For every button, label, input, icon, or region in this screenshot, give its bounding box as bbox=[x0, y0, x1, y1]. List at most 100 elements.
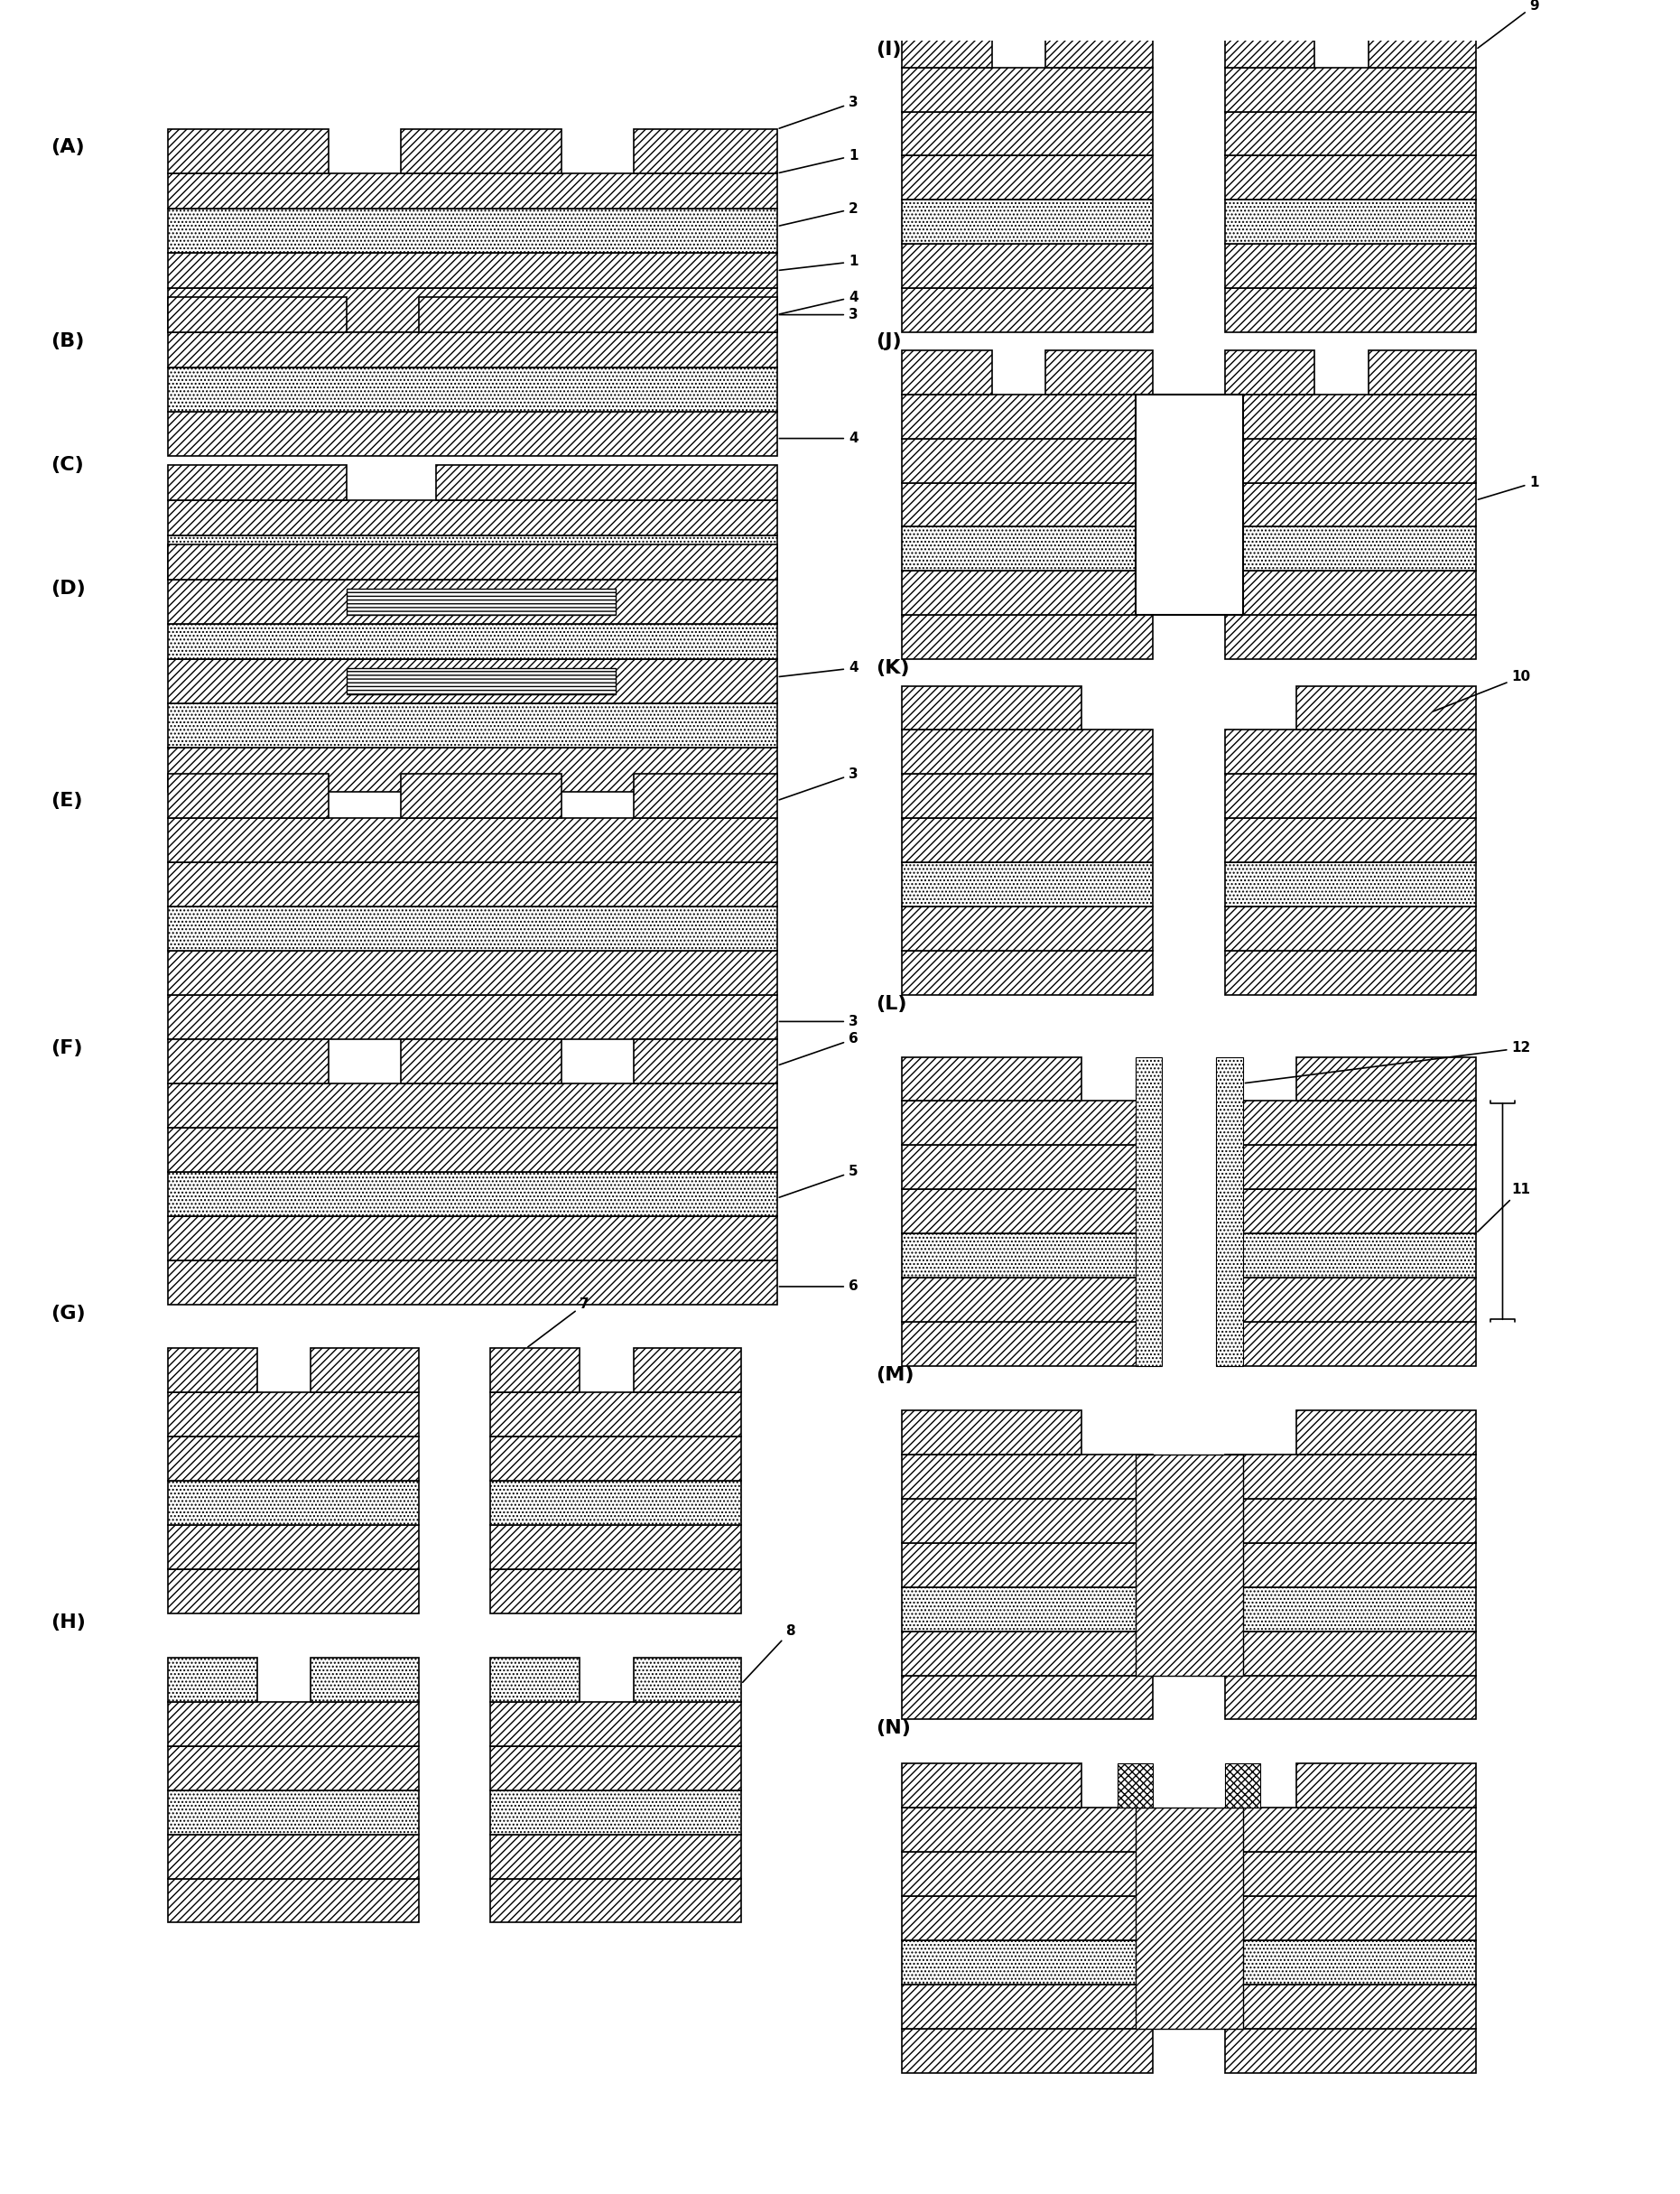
Text: 6: 6 bbox=[780, 1279, 858, 1292]
Bar bbox=[168, 658, 776, 704]
Bar bbox=[168, 1349, 257, 1393]
Text: (C): (C) bbox=[50, 456, 84, 474]
Bar bbox=[902, 351, 991, 395]
Bar bbox=[1368, 24, 1475, 68]
Bar bbox=[491, 1746, 741, 1790]
Bar bbox=[168, 369, 776, 412]
Text: 1: 1 bbox=[1478, 476, 1539, 500]
Bar bbox=[168, 465, 346, 500]
Bar bbox=[400, 1040, 561, 1084]
Bar bbox=[902, 570, 1152, 614]
Bar bbox=[1136, 395, 1243, 614]
Bar bbox=[1225, 1323, 1475, 1367]
Bar bbox=[902, 1277, 1152, 1323]
Bar bbox=[1225, 862, 1475, 906]
Bar bbox=[168, 748, 776, 792]
Bar bbox=[1136, 1808, 1243, 2029]
Bar bbox=[168, 1746, 418, 1790]
Bar bbox=[168, 1703, 418, 1746]
Text: 3: 3 bbox=[780, 768, 858, 801]
Bar bbox=[902, 1542, 1152, 1586]
Text: (E): (E) bbox=[50, 792, 82, 810]
Bar bbox=[168, 1084, 776, 1128]
Bar bbox=[902, 1411, 1082, 1455]
Text: (G): (G) bbox=[50, 1303, 86, 1323]
Bar bbox=[633, 129, 776, 173]
Bar bbox=[902, 950, 1152, 996]
Bar bbox=[902, 774, 1152, 818]
Bar bbox=[168, 296, 346, 333]
Text: 3: 3 bbox=[780, 1016, 858, 1029]
Bar bbox=[1225, 614, 1475, 658]
Bar bbox=[168, 287, 776, 333]
Bar bbox=[902, 1630, 1152, 1676]
Bar bbox=[1225, 200, 1475, 244]
Text: (N): (N) bbox=[875, 1720, 911, 1738]
Bar bbox=[1225, 1808, 1475, 1852]
Bar bbox=[168, 412, 776, 456]
Bar bbox=[902, 483, 1152, 527]
Bar bbox=[168, 950, 776, 996]
Bar bbox=[902, 1189, 1152, 1233]
Bar bbox=[1136, 1455, 1243, 1676]
Text: 4: 4 bbox=[780, 660, 858, 676]
Bar bbox=[168, 1569, 418, 1613]
Bar bbox=[902, 1586, 1152, 1630]
Bar bbox=[902, 1323, 1152, 1367]
Bar bbox=[168, 1790, 418, 1834]
Text: 12: 12 bbox=[1245, 1042, 1530, 1084]
Bar bbox=[168, 535, 776, 579]
Bar bbox=[1045, 24, 1152, 68]
Text: 8: 8 bbox=[743, 1624, 795, 1683]
Text: 3: 3 bbox=[780, 307, 858, 323]
Bar bbox=[1225, 244, 1475, 287]
Bar bbox=[168, 252, 776, 287]
Bar bbox=[1225, 906, 1475, 950]
Bar bbox=[902, 1852, 1152, 1896]
Bar bbox=[902, 527, 1152, 570]
Bar bbox=[168, 129, 329, 173]
Bar bbox=[168, 906, 776, 950]
Text: 6: 6 bbox=[780, 1033, 858, 1064]
Bar bbox=[1225, 1277, 1475, 1323]
Bar bbox=[1225, 287, 1475, 333]
Bar bbox=[902, 687, 1082, 731]
Bar bbox=[1225, 774, 1475, 818]
Bar bbox=[1225, 1233, 1475, 1277]
Bar bbox=[168, 1393, 418, 1437]
Bar bbox=[1297, 1058, 1475, 1101]
Bar bbox=[1225, 1630, 1475, 1676]
Bar bbox=[1225, 1852, 1475, 1896]
Bar bbox=[902, 1455, 1152, 1499]
Bar bbox=[1225, 527, 1475, 570]
Bar bbox=[1225, 570, 1475, 614]
Bar bbox=[902, 906, 1152, 950]
Bar bbox=[168, 1040, 329, 1084]
Text: 5: 5 bbox=[780, 1165, 858, 1198]
Bar bbox=[1225, 24, 1314, 68]
Bar bbox=[168, 500, 776, 535]
Bar bbox=[1225, 1145, 1475, 1189]
Text: 9: 9 bbox=[1478, 0, 1539, 48]
Bar bbox=[902, 1101, 1152, 1145]
Bar bbox=[437, 465, 776, 500]
Bar bbox=[1225, 731, 1475, 774]
Bar bbox=[902, 862, 1152, 906]
Bar bbox=[1225, 818, 1475, 862]
Text: 2: 2 bbox=[780, 202, 858, 226]
Text: 4: 4 bbox=[780, 290, 858, 314]
Bar bbox=[491, 1834, 741, 1878]
Text: 11: 11 bbox=[1477, 1183, 1530, 1231]
Bar bbox=[311, 1349, 418, 1393]
Bar bbox=[168, 996, 776, 1040]
Text: (K): (K) bbox=[875, 658, 909, 678]
Text: 7: 7 bbox=[528, 1297, 590, 1347]
Bar bbox=[168, 818, 776, 862]
Bar bbox=[902, 1896, 1152, 1939]
Bar bbox=[1225, 1499, 1475, 1542]
Bar bbox=[491, 1703, 741, 1746]
Text: 10: 10 bbox=[1433, 669, 1530, 711]
Bar bbox=[902, 244, 1152, 287]
Bar bbox=[168, 1834, 418, 1878]
Bar bbox=[902, 1058, 1082, 1101]
